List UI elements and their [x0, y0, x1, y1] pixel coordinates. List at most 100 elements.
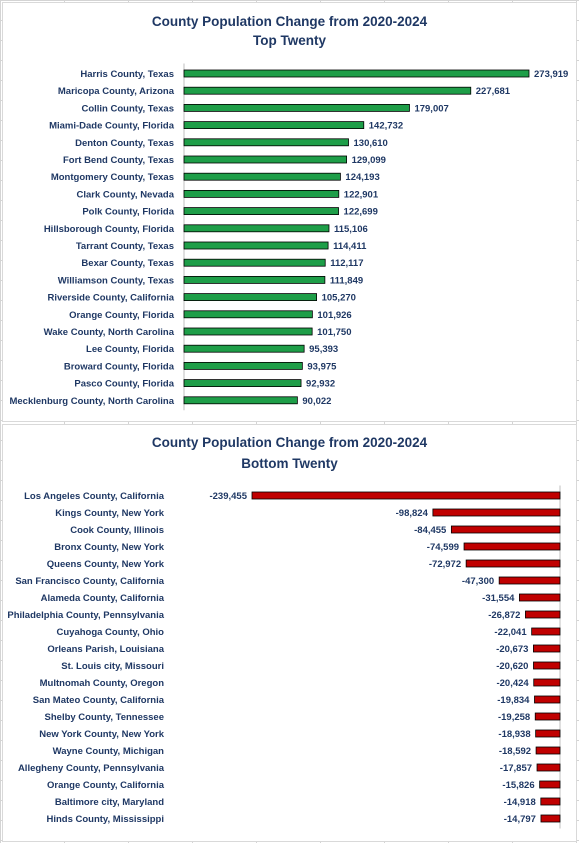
- top-twenty-plot: Harris County, Texas 273,919 Maricopa Coun…: [9, 63, 568, 411]
- category-label: Orange County, Florida: [69, 310, 175, 321]
- category-label: Multnomah County, Oregon: [40, 678, 165, 689]
- bar: [498, 576, 561, 585]
- category-label: Orange County, California: [47, 780, 165, 791]
- data-label: -19,834: [497, 695, 530, 706]
- category-label: San Francisco County, California: [15, 576, 164, 587]
- bottom-twenty-chart[interactable]: County Population Change from 2020-2024 …: [2, 424, 577, 842]
- chart-title: County Population Change from 2020-2024: [151, 14, 428, 29]
- category-label: Cook County, Illinois: [70, 525, 164, 536]
- bar: [183, 189, 340, 198]
- bar: [533, 661, 561, 670]
- data-label: -239,455: [209, 491, 247, 502]
- bar: [183, 293, 317, 302]
- bar: [183, 224, 330, 233]
- category-label: Cuyahoga County, Ohio: [57, 627, 165, 638]
- data-label: -47,300: [462, 576, 494, 587]
- top-twenty-chart[interactable]: County Population Change from 2020-2024 …: [2, 2, 577, 422]
- category-label: Polk County, Florida: [82, 207, 174, 218]
- data-label: -74,599: [427, 542, 459, 553]
- category-label: Wake County, North Carolina: [44, 327, 175, 338]
- bar: [533, 644, 561, 653]
- bar: [183, 69, 530, 78]
- category-label: Bexar County, Texas: [81, 258, 174, 269]
- data-label: -98,824: [396, 508, 429, 519]
- bar: [540, 797, 561, 806]
- data-label: 101,750: [317, 327, 351, 338]
- category-label: Fort Bend County, Texas: [63, 155, 174, 166]
- category-label: Denton County, Texas: [75, 138, 174, 149]
- bar: [536, 763, 561, 772]
- data-label: 90,022: [302, 396, 331, 407]
- bar: [535, 746, 561, 755]
- category-label: Harris County, Texas: [80, 69, 174, 80]
- category-label: Montgomery County, Texas: [51, 172, 174, 183]
- category-label: San Mateo County, California: [33, 695, 165, 706]
- bar: [183, 310, 313, 319]
- bar: [183, 396, 298, 405]
- bar: [534, 712, 561, 721]
- category-label: Los Angeles County, California: [24, 491, 165, 502]
- data-label: 130,610: [354, 138, 388, 149]
- data-label: -18,592: [499, 746, 531, 757]
- data-label: 92,932: [306, 379, 335, 390]
- bar: [535, 729, 561, 738]
- bar: [183, 121, 365, 129]
- category-label: New York County, New York: [39, 729, 164, 740]
- bar: [534, 695, 561, 704]
- category-label: Philadelphia County, Pennsylvania: [7, 610, 164, 621]
- bar: [183, 344, 305, 353]
- data-label: 273,919: [534, 69, 568, 80]
- data-label: 111,849: [330, 275, 363, 286]
- data-label: -84,455: [414, 525, 447, 536]
- bar: [183, 379, 302, 388]
- bar: [432, 508, 561, 517]
- bar: [183, 172, 341, 181]
- category-label: Allegheny County, Pennsylvania: [18, 763, 165, 774]
- data-label: 114,411: [333, 241, 367, 252]
- data-label: 112,117: [330, 258, 363, 269]
- data-label: -19,258: [498, 712, 530, 723]
- data-label: -72,972: [429, 559, 461, 570]
- category-label: Wayne County, Michigan: [53, 746, 165, 757]
- bar: [465, 559, 561, 568]
- category-label: Pasco County, Florida: [74, 379, 174, 390]
- data-label: -14,918: [504, 797, 536, 808]
- bar: [251, 491, 561, 500]
- category-label: Alameda County, California: [41, 593, 165, 604]
- data-label: 129,099: [352, 155, 386, 166]
- bar: [539, 780, 561, 789]
- chart-subtitle: Bottom Twenty: [241, 456, 338, 471]
- data-label: -20,673: [496, 644, 528, 655]
- category-label: Bronx County, New York: [54, 542, 165, 553]
- data-label: 179,007: [414, 103, 448, 114]
- data-label: 101,926: [317, 310, 351, 321]
- category-label: Kings County, New York: [55, 508, 164, 519]
- data-label: -15,826: [502, 780, 534, 791]
- data-label: 227,681: [476, 86, 511, 97]
- data-label: -18,938: [498, 729, 530, 740]
- data-label: -26,872: [488, 610, 520, 621]
- chart-title: County Population Change from 2020-2024: [151, 435, 428, 450]
- category-label: Tarrant County, Texas: [76, 241, 174, 252]
- chart-subtitle: Top Twenty: [253, 33, 326, 48]
- bar: [183, 155, 347, 164]
- bar: [183, 207, 339, 216]
- category-label: Collin County, Texas: [81, 103, 174, 114]
- data-label: 105,270: [322, 293, 356, 304]
- data-label: -14,797: [504, 814, 536, 825]
- bar: [525, 610, 561, 619]
- bar: [540, 814, 561, 823]
- data-label: 142,732: [369, 121, 403, 132]
- bar: [533, 678, 561, 687]
- bar: [183, 104, 410, 112]
- bar: [183, 258, 326, 267]
- category-label: Baltimore city, Maryland: [55, 797, 164, 808]
- data-label: 122,699: [344, 207, 378, 218]
- bar: [519, 593, 561, 602]
- category-label: Orleans Parish, Louisiana: [47, 644, 164, 655]
- data-label: 124,193: [345, 172, 379, 183]
- data-label: -17,857: [500, 763, 532, 774]
- category-label: Queens County, New York: [47, 559, 165, 570]
- category-label: Clark County, Nevada: [77, 189, 175, 200]
- category-label: Williamson County, Texas: [58, 275, 174, 286]
